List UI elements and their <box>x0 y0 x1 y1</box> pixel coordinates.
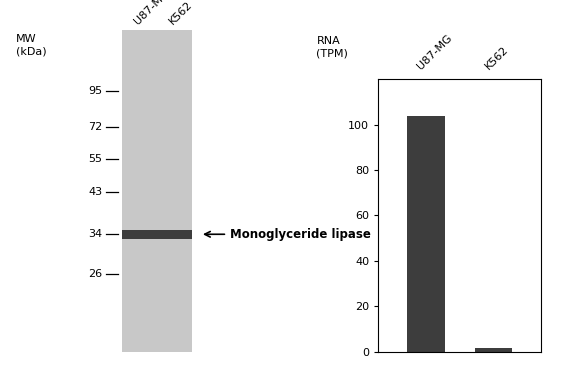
Text: U87-MG: U87-MG <box>132 0 171 26</box>
Text: 43: 43 <box>88 187 102 197</box>
Text: Monoglyceride lipase: Monoglyceride lipase <box>230 228 371 241</box>
Text: 95: 95 <box>88 86 102 96</box>
Bar <box>122 30 192 352</box>
Bar <box>122 229 192 239</box>
Text: 72: 72 <box>88 122 102 132</box>
Bar <box>475 348 512 352</box>
Text: RNA
(TPM): RNA (TPM) <box>317 36 348 58</box>
Text: 26: 26 <box>88 270 102 279</box>
Text: 55: 55 <box>88 154 102 164</box>
Text: K562: K562 <box>168 0 194 26</box>
Text: K562: K562 <box>483 44 510 71</box>
Text: U87-MG: U87-MG <box>416 33 454 71</box>
Bar <box>407 116 445 352</box>
Text: 34: 34 <box>88 229 102 239</box>
Text: MW
(kDa): MW (kDa) <box>16 34 47 56</box>
